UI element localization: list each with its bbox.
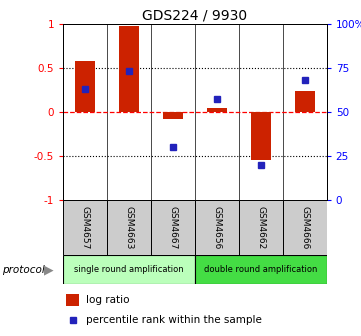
- Text: double round amplification: double round amplification: [204, 265, 318, 274]
- Title: GDS224 / 9930: GDS224 / 9930: [142, 8, 248, 23]
- Text: GSM4663: GSM4663: [125, 206, 134, 249]
- Bar: [239, 200, 283, 255]
- Text: percentile rank within the sample: percentile rank within the sample: [86, 316, 262, 325]
- Bar: [195, 255, 327, 284]
- Bar: [207, 108, 227, 112]
- Text: GSM4667: GSM4667: [169, 206, 178, 249]
- Text: single round amplification: single round amplification: [74, 265, 184, 274]
- Bar: [295, 91, 315, 112]
- Text: GSM4666: GSM4666: [300, 206, 309, 249]
- Bar: [119, 26, 139, 112]
- Bar: [107, 200, 151, 255]
- Bar: [66, 294, 79, 306]
- Bar: [151, 200, 195, 255]
- Bar: [251, 112, 271, 160]
- Bar: [195, 200, 239, 255]
- Text: log ratio: log ratio: [86, 295, 130, 305]
- Text: GSM4662: GSM4662: [256, 206, 265, 249]
- Text: protocol: protocol: [2, 265, 44, 275]
- Bar: [63, 255, 195, 284]
- Text: GSM4657: GSM4657: [81, 206, 90, 249]
- Text: GSM4656: GSM4656: [212, 206, 221, 249]
- Bar: [63, 200, 107, 255]
- Bar: [283, 200, 327, 255]
- Text: ▶: ▶: [44, 263, 53, 276]
- Bar: [75, 60, 95, 112]
- Bar: [163, 112, 183, 119]
